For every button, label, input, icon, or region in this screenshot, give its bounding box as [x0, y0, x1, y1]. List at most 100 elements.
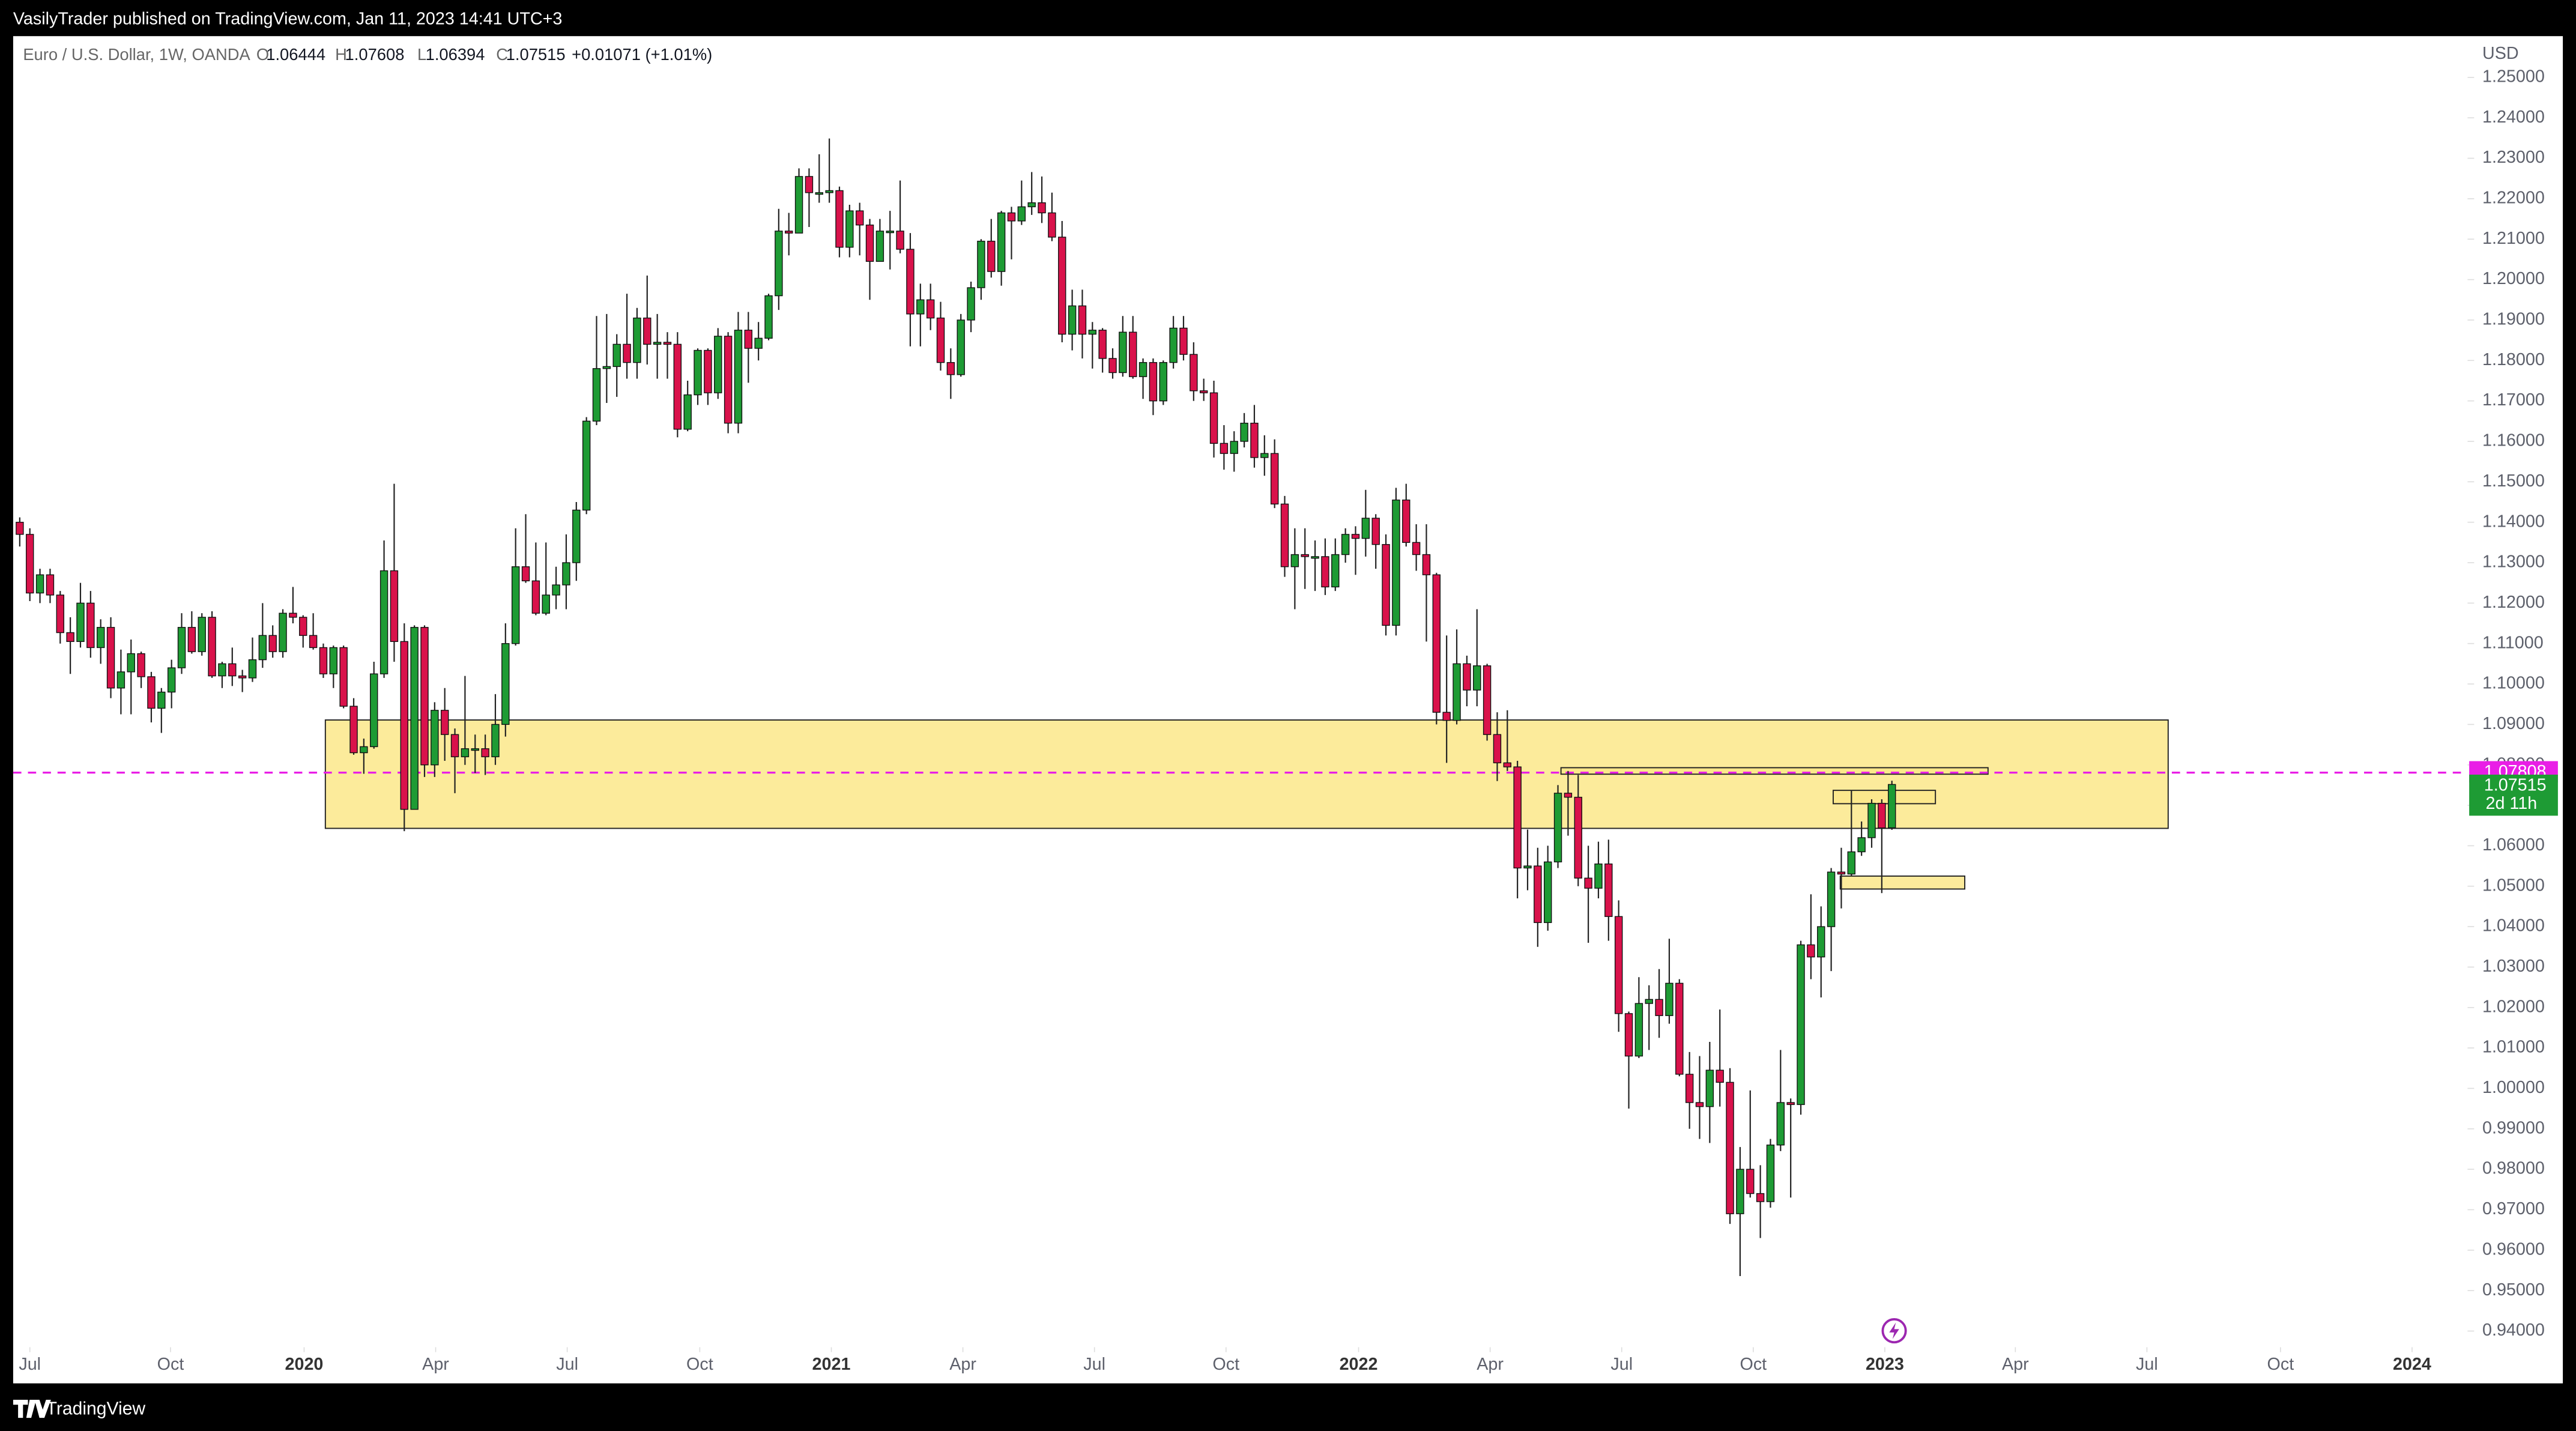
y-tick-label: 1.14000 — [2482, 512, 2545, 531]
y-tick-label: 1.11000 — [2482, 633, 2544, 652]
candle-body — [1341, 534, 1350, 555]
candle-body — [1624, 1013, 1633, 1057]
brand: TradingView — [46, 1399, 146, 1418]
candle-body — [714, 336, 722, 393]
alert-icon-bolt — [1889, 1322, 1899, 1339]
candle-body — [1402, 499, 1410, 543]
chart-pane — [13, 36, 2563, 1384]
candle-body — [1392, 499, 1400, 626]
candle-body — [1817, 926, 1825, 958]
candle-body — [521, 566, 530, 581]
x-tick-label: Jul — [1083, 1355, 1105, 1374]
candle-body — [1442, 712, 1451, 721]
candle-body — [147, 676, 156, 709]
candle-body — [1756, 1193, 1765, 1202]
ohlc-letter: L — [417, 45, 426, 64]
candle-body — [1645, 999, 1653, 1004]
candle-body — [1321, 556, 1329, 588]
candle-body — [1685, 1074, 1694, 1103]
candle-body — [936, 317, 945, 363]
candle-body — [1098, 330, 1107, 359]
candle-body — [875, 231, 884, 262]
candle-body — [663, 342, 672, 345]
candle-body — [1371, 518, 1380, 545]
candle-body — [1553, 793, 1562, 863]
candle-body — [1634, 1003, 1643, 1057]
candle-body — [420, 627, 429, 766]
candle-body — [1655, 999, 1663, 1016]
candle-body — [1503, 762, 1511, 767]
candle-body — [1422, 554, 1431, 575]
candle-body — [1453, 663, 1461, 721]
candle-body — [1260, 453, 1269, 458]
candle-body — [1058, 237, 1066, 335]
last-price-tag — [2469, 774, 2558, 816]
y-tick-label: 1.13000 — [2482, 552, 2545, 572]
candle-body — [431, 710, 439, 766]
candle-body — [56, 594, 64, 634]
candle-body — [967, 287, 975, 321]
y-tick-label: 1.25000 — [2482, 67, 2545, 86]
candle-body — [157, 691, 166, 709]
candle-body — [360, 746, 368, 754]
symbol-title: Euro / U.S. Dollar, 1W, OANDA — [23, 45, 250, 64]
candle-body — [76, 602, 85, 643]
alert-icon[interactable] — [1881, 1318, 1907, 1344]
candle-body — [198, 617, 206, 652]
currency: USD — [2482, 44, 2519, 63]
candle-body — [1270, 453, 1279, 505]
candle-body — [1351, 534, 1360, 539]
candle-body — [1594, 864, 1603, 889]
price-labels: 0.94000 0.95000 0.96000 0.97000 0.98000 0.990… — [19, 67, 2558, 1374]
x-tick-label: Oct — [1740, 1355, 1767, 1374]
candle-body — [1280, 503, 1289, 567]
brand-logo — [13, 1400, 51, 1418]
y-tick-label: 1.05000 — [2482, 876, 2545, 895]
candle-body — [1584, 877, 1592, 889]
candle-body — [349, 706, 358, 754]
candle-body — [450, 734, 459, 757]
candle-body — [1564, 793, 1573, 798]
candle-body — [410, 627, 419, 810]
candle-body — [1230, 441, 1238, 454]
y-tick-label: 1.01000 — [2482, 1038, 2545, 1057]
y-tick-label: 1.09000 — [2482, 714, 2545, 733]
candle-body — [855, 210, 864, 226]
candle-body — [339, 647, 348, 707]
candle-body — [1604, 864, 1613, 917]
x-tick-label: 2023 — [1866, 1355, 1904, 1374]
candle-body — [1888, 784, 1896, 829]
candle-body — [744, 330, 753, 349]
candle-body — [1311, 556, 1319, 559]
candle-body — [825, 190, 833, 193]
y-tick-label: 0.96000 — [2482, 1239, 2545, 1259]
candle-body — [208, 617, 216, 677]
candle-body — [673, 343, 682, 430]
y-tick-label: 1.20000 — [2482, 269, 2545, 288]
y-tick-label: 0.97000 — [2482, 1199, 2545, 1218]
zone — [1833, 790, 1937, 805]
candle-body — [511, 566, 520, 644]
candle-body — [815, 192, 823, 195]
candle-body — [441, 710, 449, 735]
ohlc-value: 1.07515 — [506, 45, 566, 64]
candle-body — [1726, 1082, 1734, 1214]
x-tick-label: Jul — [19, 1355, 41, 1374]
candle-body — [1736, 1169, 1744, 1214]
candle-body — [916, 299, 925, 315]
candle-body — [1078, 305, 1087, 335]
candle-body — [1088, 330, 1097, 335]
candle-body — [1159, 362, 1167, 402]
candle-body — [1716, 1069, 1724, 1083]
y-tick-label: 1.03000 — [2482, 957, 2545, 976]
candle-body — [1878, 803, 1886, 829]
candle-body — [643, 317, 652, 345]
candle-body — [1048, 212, 1056, 238]
x-tick-label: 2020 — [285, 1355, 323, 1374]
candle-body — [957, 319, 965, 375]
y-tick-label: 1.15000 — [2482, 471, 2545, 491]
candle-body — [542, 594, 550, 614]
candle-body — [582, 420, 591, 511]
candle-body — [106, 627, 115, 689]
